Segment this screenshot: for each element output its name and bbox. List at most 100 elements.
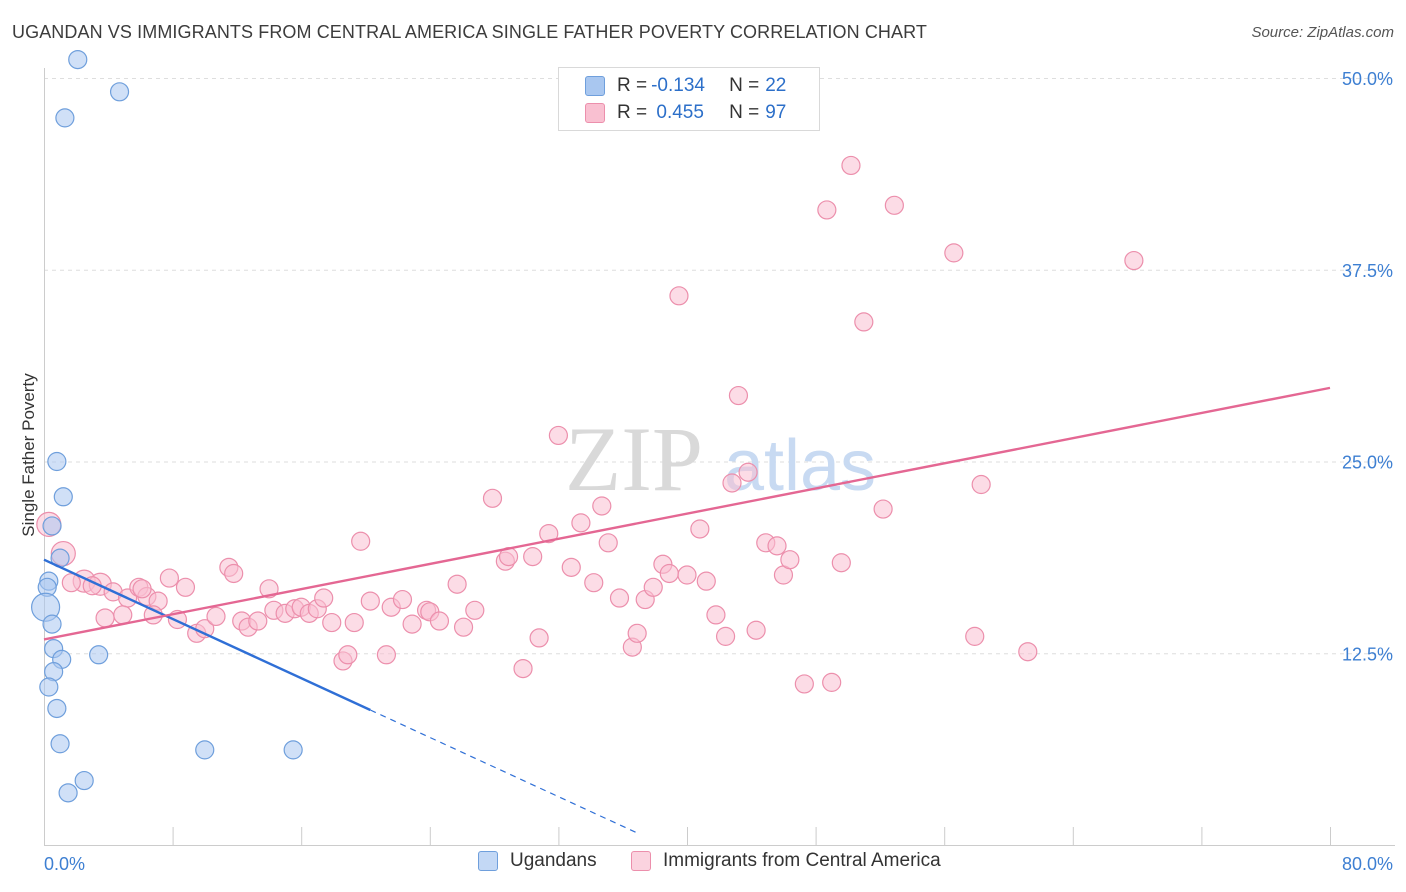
- point-central-america: [738, 462, 758, 482]
- legend-label-central-america: Immigrants from Central America: [663, 850, 941, 871]
- point-ugandans: [74, 770, 94, 791]
- point-ugandans: [195, 740, 215, 760]
- point-ugandans: [47, 698, 67, 719]
- point-ugandans: [39, 677, 59, 697]
- point-ugandans: [58, 783, 78, 803]
- source-label: Source: ZipAtlas.com: [1251, 24, 1394, 41]
- point-central-america: [1018, 642, 1038, 662]
- point-central-america: [746, 620, 766, 640]
- point-central-america: [831, 553, 851, 573]
- point-central-america: [548, 425, 569, 446]
- legend-swatch-central-america: [585, 103, 605, 123]
- point-central-america: [113, 605, 133, 625]
- point-central-america: [817, 200, 837, 220]
- point-central-america: [669, 286, 689, 306]
- y-tick-label: 12.5%: [1342, 644, 1393, 664]
- point-central-america: [322, 612, 342, 633]
- point-central-america: [132, 579, 152, 599]
- point-central-america: [841, 155, 861, 176]
- point-central-america: [159, 568, 179, 588]
- legend-item-central-america[interactable]: Immigrants from Central America: [631, 850, 941, 872]
- point-central-america: [677, 565, 697, 585]
- point-central-america: [175, 577, 196, 597]
- legend-n-label: N =: [729, 102, 760, 123]
- point-central-america: [873, 499, 893, 519]
- point-central-america: [402, 614, 422, 634]
- point-central-america: [722, 473, 742, 493]
- point-central-america: [351, 531, 371, 551]
- point-central-america: [206, 606, 226, 627]
- point-central-america: [523, 547, 543, 567]
- point-central-america: [513, 658, 533, 679]
- point-central-america: [584, 573, 604, 593]
- point-central-america: [376, 645, 396, 665]
- point-central-america: [453, 617, 474, 637]
- point-ugandans: [53, 487, 73, 507]
- point-central-america: [392, 589, 413, 610]
- point-central-america: [561, 557, 581, 577]
- legend-n-value: 22: [765, 75, 787, 96]
- point-central-america: [571, 513, 591, 533]
- legend-r-value: 0.455: [651, 102, 704, 123]
- point-central-america: [360, 591, 380, 611]
- trend-line-central-america: [43, 386, 1331, 641]
- watermark: ZIP atlas: [565, 408, 876, 510]
- correlation-legend: R = -0.134 N = 22 R = 0.455 N = 97: [558, 67, 820, 131]
- point-central-america: [338, 645, 358, 665]
- y-tick-label: 25.0%: [1342, 453, 1393, 473]
- point-central-america: [965, 626, 985, 646]
- point-central-america: [944, 243, 964, 263]
- point-central-america: [314, 588, 334, 608]
- point-central-america: [61, 573, 81, 593]
- point-ugandans: [42, 516, 62, 536]
- point-central-america: [780, 550, 800, 570]
- point-central-america: [696, 571, 716, 591]
- point-central-america: [465, 600, 485, 620]
- point-central-america: [447, 574, 467, 594]
- point-central-america: [715, 626, 736, 646]
- point-central-america: [344, 612, 364, 633]
- gridlines: [44, 78, 1395, 655]
- point-central-america: [854, 312, 874, 332]
- point-central-america: [224, 563, 244, 584]
- point-ugandans: [283, 740, 303, 760]
- legend-item-ugandans[interactable]: Ugandans: [478, 850, 597, 872]
- point-ugandans: [68, 49, 88, 70]
- point-central-america: [690, 519, 710, 539]
- point-central-america: [971, 474, 991, 495]
- x-tick-label: 0.0%: [44, 854, 85, 874]
- point-central-america: [598, 533, 618, 553]
- point-central-america: [592, 496, 612, 516]
- legend-n-value: 97: [765, 102, 787, 123]
- point-central-america: [884, 195, 904, 215]
- point-central-america: [95, 608, 115, 628]
- point-central-america: [643, 577, 663, 597]
- legend-label-ugandans: Ugandans: [510, 850, 597, 871]
- data-points: [31, 49, 1144, 803]
- series-legend: Ugandans Immigrants from Central America: [0, 850, 1406, 878]
- y-axis-label: Single Father Poverty: [19, 373, 38, 537]
- legend-r-label: R =: [617, 75, 648, 96]
- point-central-america: [728, 385, 749, 406]
- point-central-america: [539, 523, 559, 544]
- point-ugandans: [50, 734, 70, 754]
- y-tick-label: 50.0%: [1342, 69, 1393, 89]
- point-ugandans: [55, 108, 75, 128]
- point-central-america: [482, 488, 503, 508]
- trend-line-ugandans: [43, 558, 371, 712]
- y-tick-label: 37.5%: [1342, 261, 1393, 281]
- point-central-america: [706, 605, 726, 625]
- point-central-america: [609, 588, 630, 608]
- point-central-america: [143, 605, 163, 625]
- trend-lines: [43, 386, 1331, 835]
- point-central-america: [767, 536, 787, 556]
- point-central-america: [1124, 250, 1144, 271]
- point-central-america: [529, 628, 549, 648]
- watermark-zip: ZIP: [565, 408, 703, 510]
- point-ugandans: [89, 645, 109, 665]
- point-ugandans: [47, 451, 67, 472]
- legend-r-value: -0.134: [651, 75, 705, 96]
- legend-n-label: N =: [729, 75, 760, 96]
- legend-swatch-central-america: [631, 851, 651, 871]
